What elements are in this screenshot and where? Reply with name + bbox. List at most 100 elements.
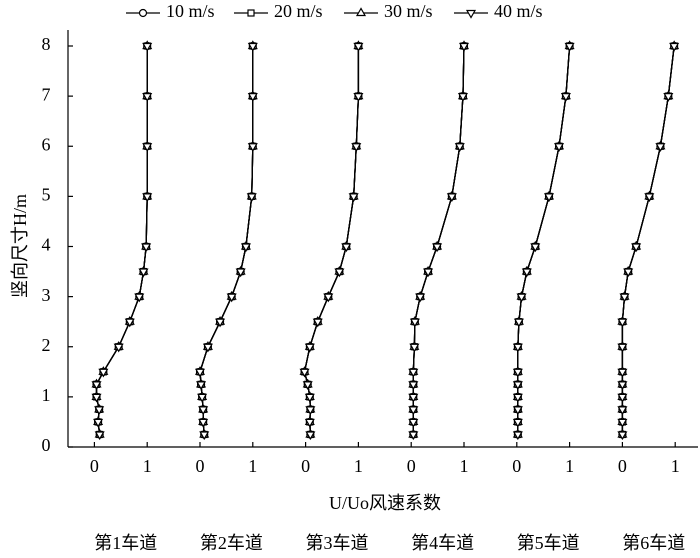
series-line <box>303 46 360 435</box>
marker <box>240 243 251 253</box>
marker <box>512 343 523 353</box>
marker <box>530 243 541 253</box>
marker <box>141 243 152 253</box>
marker <box>215 318 226 328</box>
x-tick-label: 0 <box>407 456 416 476</box>
y-axis-label: 竖向尺寸H/m <box>10 194 30 298</box>
marker <box>305 431 316 441</box>
x-tick-label: 1 <box>248 456 257 476</box>
marker <box>663 93 674 102</box>
marker <box>353 93 364 102</box>
marker <box>631 243 642 253</box>
marker <box>457 93 468 102</box>
marker <box>142 193 153 203</box>
marker <box>408 393 419 403</box>
y-tick-label: 4 <box>42 235 51 255</box>
marker <box>619 293 630 303</box>
y-tick-label: 5 <box>42 185 51 205</box>
panel-label: 第1车道 <box>94 533 157 553</box>
marker <box>408 368 419 378</box>
marker <box>142 42 153 52</box>
marker <box>423 268 434 278</box>
panel-label: 第3车道 <box>306 533 369 553</box>
marker <box>94 406 105 416</box>
marker <box>247 42 258 52</box>
marker <box>512 381 523 391</box>
marker <box>198 406 209 416</box>
x-tick-label: 1 <box>671 456 680 476</box>
series-line <box>199 46 254 435</box>
series-line <box>621 45 675 435</box>
marker <box>617 381 628 391</box>
marker <box>202 343 213 353</box>
series-line <box>303 46 360 435</box>
marker <box>91 381 102 391</box>
x-tick-label: 0 <box>618 456 627 476</box>
marker <box>235 268 246 278</box>
series-line <box>517 45 571 435</box>
marker <box>199 431 210 441</box>
marker <box>196 381 207 391</box>
y-tick-label: 2 <box>42 335 51 355</box>
marker <box>644 193 655 203</box>
marker <box>512 418 523 428</box>
marker <box>617 406 628 416</box>
series-line <box>621 45 675 435</box>
marker <box>617 368 628 378</box>
series-line <box>199 46 254 435</box>
x-tick-label: 1 <box>354 456 363 476</box>
marker <box>512 431 523 441</box>
marker <box>142 143 153 152</box>
x-tick-label: 1 <box>565 456 574 476</box>
marker <box>312 318 323 328</box>
marker <box>299 368 310 378</box>
marker <box>617 393 628 403</box>
marker <box>560 93 571 102</box>
series-line <box>621 45 675 435</box>
legend-marker <box>138 8 148 18</box>
marker <box>353 42 364 52</box>
marker <box>617 318 628 328</box>
panel-label: 第6车道 <box>622 533 685 553</box>
panel-label: 第4车道 <box>411 533 474 553</box>
marker <box>554 143 565 152</box>
marker <box>408 381 419 391</box>
marker <box>669 42 680 52</box>
marker <box>454 143 465 152</box>
marker <box>304 393 315 403</box>
marker <box>512 406 523 416</box>
marker <box>94 431 105 441</box>
legend-label: 40 m/s <box>494 1 543 21</box>
marker <box>348 193 359 203</box>
marker <box>247 143 258 152</box>
x-tick-label: 0 <box>301 456 310 476</box>
marker <box>194 368 206 378</box>
marker <box>623 268 634 278</box>
marker <box>409 318 420 328</box>
marker <box>93 418 104 428</box>
marker <box>432 243 443 253</box>
marker <box>91 393 102 403</box>
y-tick-label: 6 <box>42 134 51 154</box>
marker <box>198 418 209 428</box>
series-line <box>517 45 571 435</box>
x-tick-label: 0 <box>512 456 521 476</box>
marker <box>113 343 124 353</box>
y-tick-label: 0 <box>42 435 51 455</box>
marker <box>134 293 145 303</box>
series-line <box>303 46 360 435</box>
legend-marker <box>465 9 477 19</box>
marker <box>246 193 257 203</box>
legend-marker <box>355 7 367 17</box>
x-tick-label: 0 <box>196 456 205 476</box>
marker <box>408 418 419 428</box>
panel-label: 第5车道 <box>517 533 580 553</box>
marker <box>197 393 208 403</box>
panel-label: 第2车道 <box>200 533 263 553</box>
marker <box>543 193 555 203</box>
series-line <box>517 45 571 435</box>
marker <box>304 418 315 428</box>
marker <box>617 418 628 428</box>
marker <box>226 293 237 303</box>
marker <box>512 368 523 378</box>
